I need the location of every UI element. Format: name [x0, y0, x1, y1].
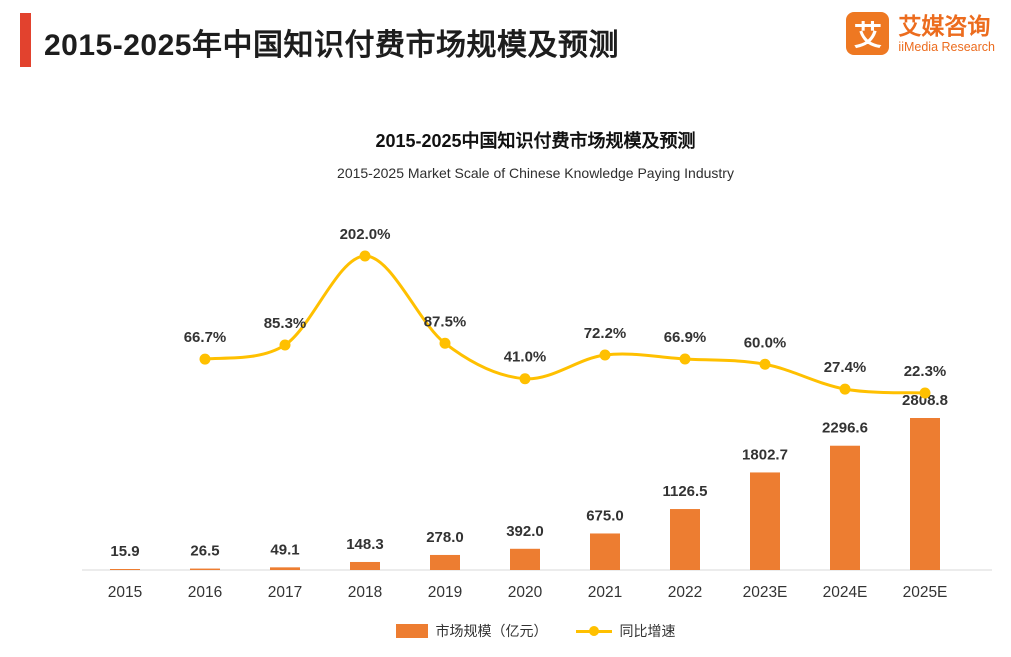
x-axis-label: 2016 [188, 584, 222, 601]
x-axis-label: 2020 [508, 584, 543, 601]
legend-label-market-scale: 市场规模（亿元） [435, 623, 548, 639]
growth-rate-point [199, 353, 211, 365]
chart-subtitle: 2015-2025 Market Scale of Chinese Knowle… [337, 165, 734, 181]
bar-2025E [910, 418, 940, 570]
chart-legend: 市场规模（亿元） 同比增速 [60, 621, 1011, 641]
page-title: 2015-2025年中国知识付费市场规模及预测 [44, 29, 619, 62]
bar-series-swatch-icon [395, 624, 428, 638]
growth-rate-label: 41.0% [504, 349, 547, 366]
x-axis-label: 2023E [743, 584, 788, 601]
legend-item-growth-rate: 同比增速 [575, 621, 676, 641]
growth-rate-label: 72.2% [584, 325, 627, 342]
x-axis-label: 2019 [428, 584, 462, 601]
growth-rate-label: 87.5% [424, 313, 467, 330]
growth-rate-label: 66.7% [184, 329, 227, 346]
bar-2024E [830, 445, 860, 570]
growth-rate-label: 202.0% [340, 226, 391, 243]
growth-rate-point [359, 250, 371, 262]
bar-2019 [430, 554, 460, 570]
growth-rate-label: 27.4% [824, 359, 867, 376]
legend-label-growth-rate: 同比增速 [619, 623, 676, 639]
growth-rate-line [203, 254, 927, 395]
x-axis-label: 2021 [588, 584, 622, 601]
bar-2017 [270, 567, 300, 570]
header-accent-bar [20, 13, 31, 67]
growth-rate-point [279, 339, 291, 351]
bar-value-label: 278.0 [426, 529, 464, 546]
bar-2022 [670, 509, 700, 570]
growth-rate-label: 66.9% [664, 329, 707, 346]
line-series-swatch-icon [575, 624, 612, 638]
bar-2016 [190, 568, 220, 570]
growth-rate-point [759, 358, 771, 370]
growth-rate-point [439, 337, 451, 349]
bar-value-label: 26.5 [190, 543, 219, 560]
logo-name-cn: 艾媒咨询 [898, 13, 991, 40]
bar-value-label: 148.3 [346, 536, 384, 553]
growth-rate-point [839, 383, 851, 395]
x-axis-label: 2025E [903, 584, 948, 601]
iimedia-logo-icon: 艾 [846, 12, 890, 55]
x-axis-label: 2015 [108, 584, 142, 601]
bar-value-label: 2296.6 [822, 420, 868, 437]
growth-rate-point [519, 373, 531, 385]
bar-value-label: 2808.8 [902, 392, 948, 409]
growth-rate-label: 85.3% [264, 315, 307, 332]
bar-value-label: 1802.7 [742, 446, 788, 463]
legend-item-market-scale: 市场规模（亿元） [395, 621, 548, 641]
bar-2018 [350, 561, 380, 570]
growth-rate-point [919, 387, 931, 399]
x-axis-label: 2018 [348, 584, 382, 601]
bar-2015 [110, 569, 140, 570]
logo-name-en: iiMedia Research [898, 39, 995, 54]
chart-title: 2015-2025中国知识付费市场规模及预测 [375, 131, 696, 151]
growth-rate-label: 22.3% [904, 363, 947, 380]
bar-value-label: 49.1 [270, 541, 299, 558]
bar-value-label: 1126.5 [662, 483, 707, 500]
bar-value-label: 675.0 [586, 507, 624, 524]
growth-rate-point [679, 353, 691, 365]
growth-rate-label: 60.0% [744, 334, 787, 351]
bar-2023E [750, 472, 780, 570]
growth-rate-point [599, 349, 611, 361]
bar-2021 [590, 533, 620, 570]
x-axis-label: 2022 [668, 584, 702, 601]
x-axis-label: 2017 [268, 584, 302, 601]
bar-2020 [510, 548, 540, 570]
bar-value-label: 392.0 [506, 523, 544, 540]
iimedia-logo: 艾 艾媒咨询 iiMedia Research [846, 12, 995, 55]
x-axis-label: 2024E [823, 584, 868, 601]
bar-value-label: 15.9 [110, 543, 139, 560]
